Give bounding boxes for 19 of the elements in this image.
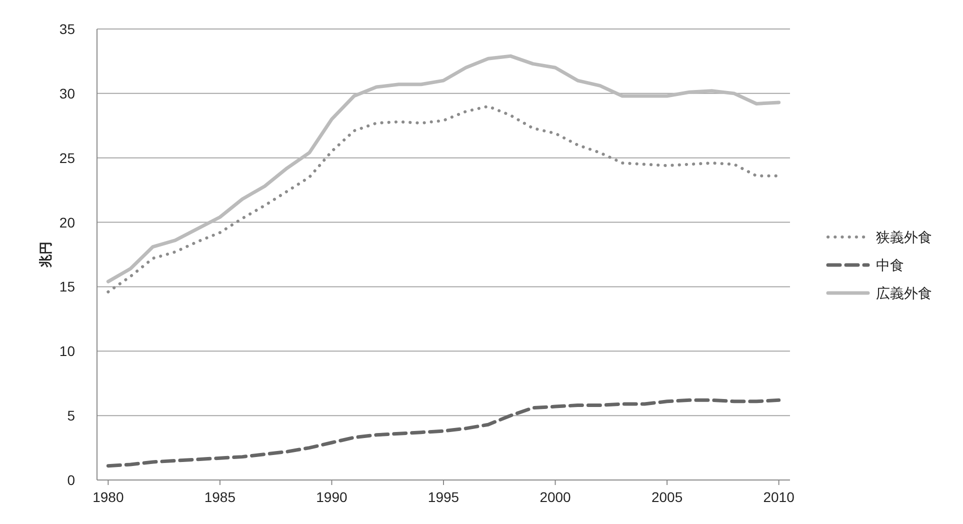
y-tick-label: 30 bbox=[59, 85, 76, 102]
y-tick-label: 35 bbox=[59, 21, 76, 37]
y-tick-label: 25 bbox=[59, 150, 76, 166]
y-tick-label: 5 bbox=[67, 408, 76, 424]
y-tick-label: 20 bbox=[59, 214, 76, 230]
x-tick-label: 2000 bbox=[540, 489, 572, 505]
x-tick-label: 2010 bbox=[763, 489, 795, 505]
legend-label: 狭義外食 bbox=[876, 229, 932, 245]
y-axis-title: 兆円 bbox=[38, 242, 53, 268]
x-tick-label: 1985 bbox=[204, 489, 236, 505]
legend-label: 中食 bbox=[876, 257, 904, 273]
x-tick-label: 1990 bbox=[316, 489, 348, 505]
legend-label: 広義外食 bbox=[876, 285, 932, 301]
y-tick-label: 15 bbox=[59, 278, 76, 295]
x-tick-label: 2005 bbox=[651, 489, 683, 505]
x-tick-label: 1980 bbox=[92, 489, 124, 505]
y-tick-label: 0 bbox=[67, 472, 76, 488]
x-tick-label: 1995 bbox=[428, 489, 460, 505]
y-tick-label: 10 bbox=[59, 343, 76, 360]
